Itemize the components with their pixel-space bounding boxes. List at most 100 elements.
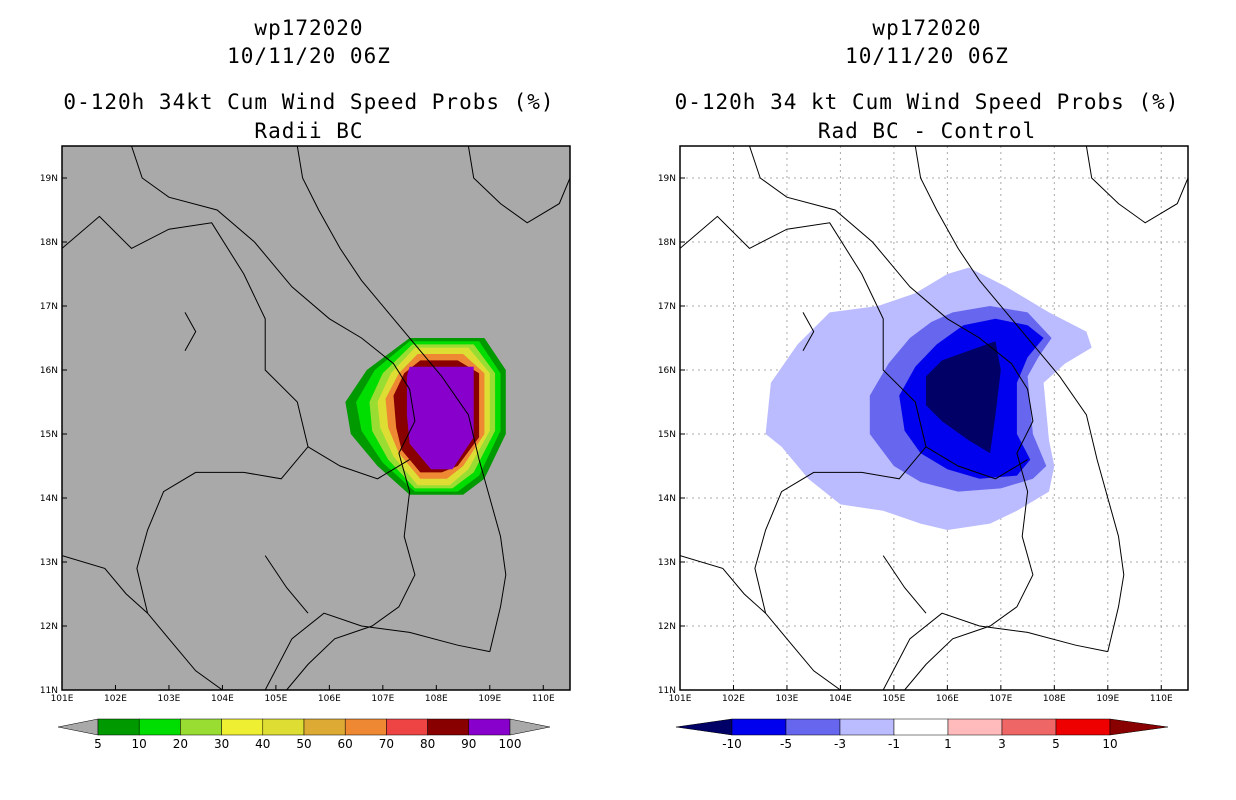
colorbar-label: 40 bbox=[255, 737, 270, 751]
country-border bbox=[131, 146, 416, 690]
colorbar-label: 50 bbox=[296, 737, 311, 751]
y-tick-label: 16N bbox=[40, 366, 58, 376]
x-tick-label: 103E bbox=[158, 694, 181, 704]
colorbar-label: 70 bbox=[379, 737, 394, 751]
x-tick-label: 101E bbox=[51, 694, 74, 704]
colorbar-swatch bbox=[180, 718, 222, 736]
country-border bbox=[264, 555, 309, 614]
colorbar-swatch bbox=[1001, 718, 1057, 736]
x-tick-label: 104E bbox=[211, 694, 234, 704]
colorbar-swatch bbox=[97, 718, 140, 736]
colorbar-swatch bbox=[386, 718, 428, 736]
colorbar-swatch bbox=[138, 718, 181, 736]
x-tick-label: 109E bbox=[1096, 694, 1119, 704]
plot-frame bbox=[61, 145, 571, 691]
colorbar-label: 30 bbox=[214, 737, 229, 751]
x-tick-label: 102E bbox=[104, 694, 127, 704]
coastline bbox=[914, 146, 1125, 652]
x-tick-label: 110E bbox=[1150, 694, 1173, 704]
x-tick-label: 104E bbox=[829, 694, 852, 704]
colorbar-swatch bbox=[1055, 718, 1111, 736]
country-border bbox=[307, 446, 410, 480]
x-tick-label: 109E bbox=[478, 694, 501, 704]
coastline bbox=[296, 146, 507, 652]
x-tick-label: 105E bbox=[264, 694, 287, 704]
chart-title: 0-120h 34kt Cum Wind Speed Probs (%) bbox=[63, 90, 555, 114]
contour-fill-neg10 bbox=[926, 341, 1001, 454]
x-tick-label: 107E bbox=[371, 694, 394, 704]
colorbar-swatch bbox=[344, 718, 387, 736]
y-tick-label: 18N bbox=[658, 238, 676, 248]
panel-radii-bc: wp172020 10/11/20 06Z 0-120h 34kt Cum Wi… bbox=[40, 16, 571, 751]
plot-area bbox=[680, 146, 1188, 690]
y-tick-label: 12N bbox=[40, 622, 58, 632]
colorbar-label: -10 bbox=[722, 737, 742, 751]
y-tick-label: 15N bbox=[40, 430, 58, 440]
coastline bbox=[882, 612, 1108, 690]
colorbar-swatch bbox=[303, 718, 346, 736]
x-tick-label: 105E bbox=[882, 694, 905, 704]
x-tick-label: 108E bbox=[425, 694, 448, 704]
chart-subtitle: Radii BC bbox=[254, 119, 364, 143]
country-border bbox=[802, 312, 815, 352]
panel-rad-bc-control: wp172020 10/11/20 06Z 0-120h 34 kt Cum W… bbox=[618, 0, 1236, 800]
contour-fill-90 bbox=[406, 366, 474, 470]
country-border bbox=[749, 146, 1034, 690]
colorbar-label: 10 bbox=[1102, 737, 1117, 751]
coastline bbox=[467, 146, 570, 224]
colorbar-label: 100 bbox=[499, 737, 522, 751]
colorbar-label: 5 bbox=[1052, 737, 1060, 751]
forecast-time: 10/11/20 06Z bbox=[227, 44, 391, 68]
colorbar-swatch bbox=[947, 718, 1003, 736]
y-tick-label: 13N bbox=[658, 558, 676, 568]
colorbar-swatch bbox=[893, 718, 949, 736]
x-tick-label: 103E bbox=[776, 694, 799, 704]
colorbar-label: 10 bbox=[132, 737, 147, 751]
chart-subtitle: Rad BC - Control bbox=[817, 119, 1037, 143]
x-tick-label: 110E bbox=[532, 694, 555, 704]
y-tick-label: 15N bbox=[658, 430, 676, 440]
colorbar-label: -1 bbox=[888, 737, 900, 751]
storm-id: wp172020 bbox=[254, 16, 364, 40]
colorbar-label: 80 bbox=[420, 737, 435, 751]
country-border bbox=[184, 312, 197, 352]
y-tick-label: 17N bbox=[658, 302, 676, 312]
colorbar-swatch bbox=[839, 718, 895, 736]
country-border bbox=[925, 446, 1028, 480]
colorbar-swatch bbox=[731, 718, 787, 736]
colorbar-label: -3 bbox=[834, 737, 846, 751]
x-tick-label: 108E bbox=[1043, 694, 1066, 704]
colorbar-swatch bbox=[221, 718, 264, 736]
colorbar-under-arrow bbox=[675, 718, 733, 736]
colorbar-over-arrow bbox=[509, 718, 551, 736]
forecast-time: 10/11/20 06Z bbox=[845, 44, 1009, 68]
y-tick-label: 19N bbox=[658, 174, 676, 184]
x-tick-label: 102E bbox=[722, 694, 745, 704]
colorbar-under-arrow bbox=[57, 718, 99, 736]
plot-area bbox=[62, 146, 570, 690]
storm-id: wp172020 bbox=[872, 16, 982, 40]
colorbar-swatch bbox=[468, 718, 511, 736]
y-tick-label: 11N bbox=[40, 686, 58, 696]
y-tick-label: 13N bbox=[40, 558, 58, 568]
probability-map: 101E 102E 103E 104E 105E 106E 107E 108E 109E 110E… bbox=[40, 145, 571, 751]
coastline bbox=[264, 612, 490, 690]
x-tick-label: 106E bbox=[318, 694, 341, 704]
plot-frame bbox=[679, 145, 1189, 691]
colorbar-label: 1 bbox=[944, 737, 952, 751]
x-tick-label: 101E bbox=[669, 694, 692, 704]
country-border bbox=[62, 215, 309, 614]
country-border bbox=[680, 215, 927, 614]
x-tick-label: 106E bbox=[936, 694, 959, 704]
y-tick-label: 11N bbox=[658, 686, 676, 696]
colorbar-swatch bbox=[427, 718, 470, 736]
y-tick-label: 19N bbox=[40, 174, 58, 184]
colorbar-label: 5 bbox=[94, 737, 102, 751]
colorbar-label: 60 bbox=[338, 737, 353, 751]
colorbar-swatch bbox=[785, 718, 841, 736]
colorbar-swatch bbox=[262, 718, 305, 736]
difference-map: 101E 102E 103E 104E 105E 106E 107E 108E 109E 110E… bbox=[658, 145, 1189, 751]
colorbar-label: 90 bbox=[461, 737, 476, 751]
chart-title: 0-120h 34 kt Cum Wind Speed Probs (%) bbox=[674, 90, 1180, 114]
y-tick-label: 18N bbox=[40, 238, 58, 248]
